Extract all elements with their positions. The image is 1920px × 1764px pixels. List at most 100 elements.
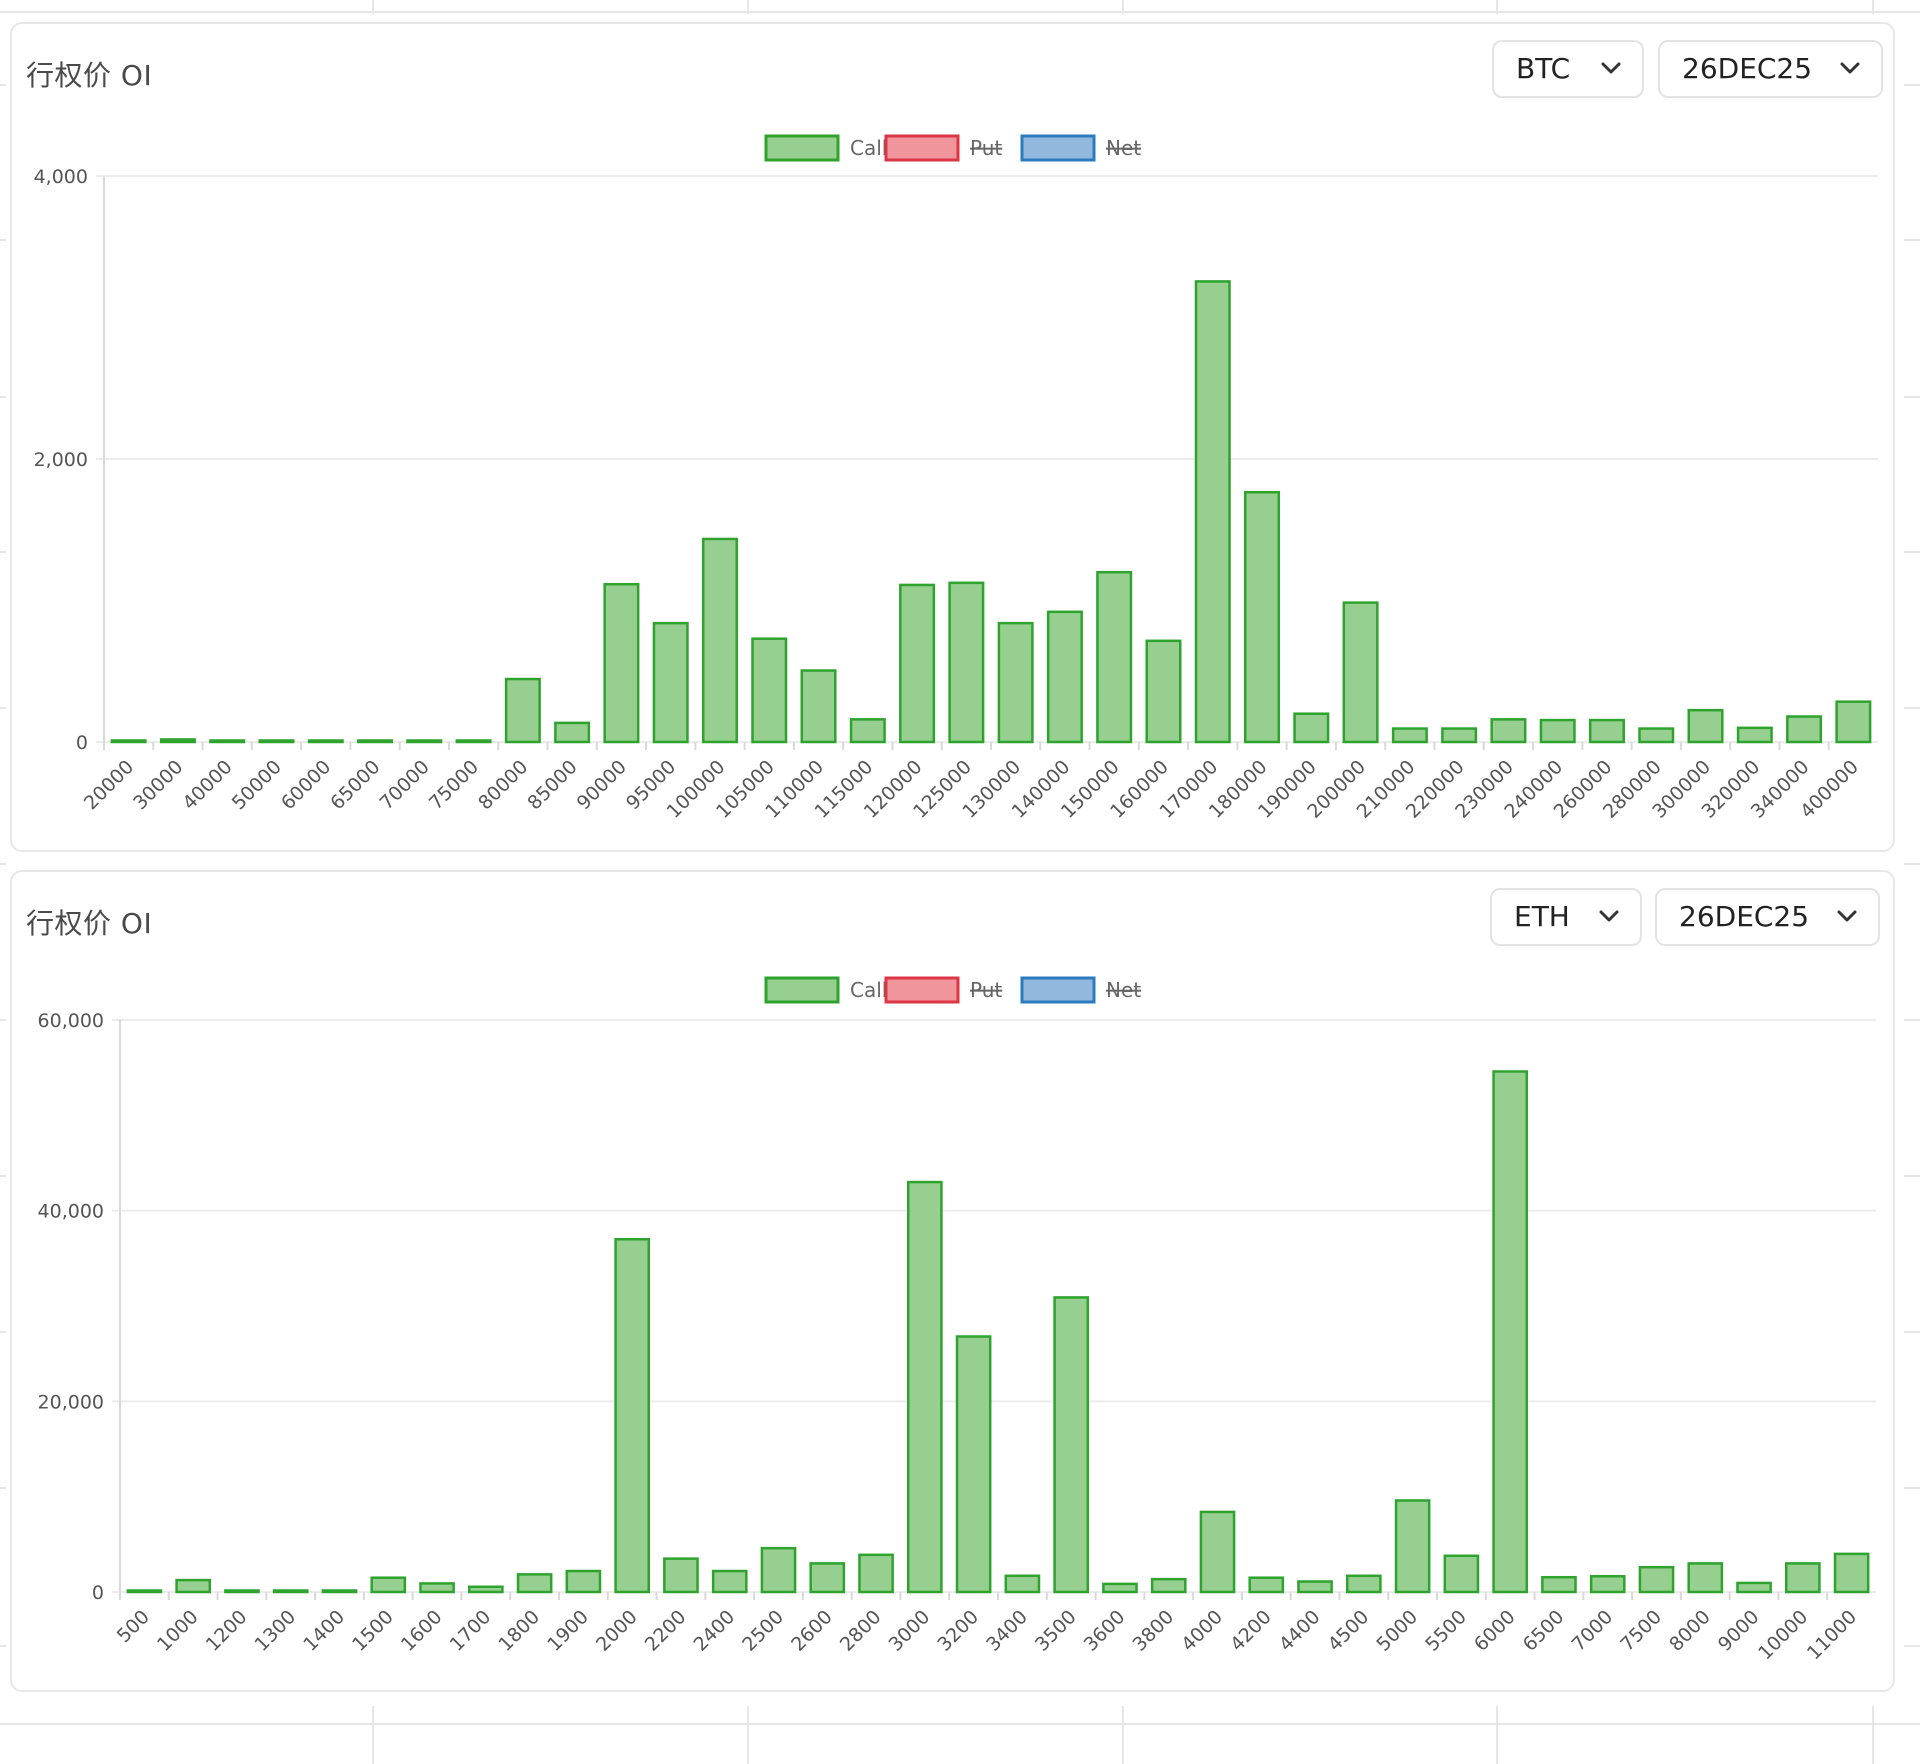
bar-call-90000 [603, 582, 640, 744]
bar-call-100000 [701, 537, 738, 744]
legend-item-put[interactable]: Put [884, 134, 1002, 162]
y-axis: 0 2,000 4,000 [34, 166, 105, 754]
x-tick-label: 2400 [690, 1606, 740, 1656]
x-tick-label: 10000 [1754, 1606, 1812, 1664]
x-axis: 2000030000400005000060000650007000075000… [80, 742, 1863, 823]
x-tick-label: 1900 [543, 1606, 593, 1656]
bar-call-110000 [800, 669, 837, 744]
bar-call-4000 [1199, 1510, 1236, 1594]
bar-call-10000 [1784, 1562, 1821, 1594]
x-tick-label: 85000 [523, 756, 581, 814]
y-gridlines [96, 175, 1878, 743]
bar-call-11000 [1833, 1552, 1870, 1594]
chevron-down-icon [1837, 910, 1857, 922]
bar-call-140000 [1046, 610, 1083, 744]
x-tick-label: 4200 [1226, 1606, 1276, 1656]
eth-strike-oi-panel: 行权价 OI ETH 26DEC25 Call Put Net 0 20,000 40,0… [10, 870, 1895, 1692]
chevron-down-icon [1601, 62, 1621, 74]
bar-call-160000 [1145, 639, 1182, 744]
legend-swatch [884, 976, 960, 1004]
x-tick-label: 1700 [446, 1606, 496, 1656]
y-tick-label: 4,000 [34, 166, 88, 188]
bar-call-125000 [948, 581, 985, 744]
panel-title: 行权价 OI [26, 59, 153, 92]
x-tick-label: 1200 [202, 1606, 252, 1656]
asset-select-value: BTC [1516, 52, 1571, 85]
x-tick-label: 90000 [573, 756, 631, 814]
bar-call-190000 [1293, 712, 1330, 744]
y-tick-label: 2,000 [34, 449, 88, 471]
x-tick-label: 4400 [1275, 1606, 1325, 1656]
bar-call-4400 [1297, 1580, 1333, 1594]
legend-item-put[interactable]: Put [884, 976, 1002, 1004]
bar-call-20000 [110, 739, 147, 744]
x-tick-label: 1800 [494, 1606, 544, 1656]
legend-item-net[interactable]: Net [1020, 134, 1141, 162]
x-tick-label: 1600 [397, 1606, 447, 1656]
legend-swatch [764, 134, 840, 162]
bar-call-1300 [272, 1589, 309, 1594]
bar-call-3600 [1102, 1582, 1138, 1594]
y-axis: 0 20,000 40,000 60,000 [38, 1010, 121, 1604]
asset-select[interactable]: ETH [1490, 888, 1642, 946]
bar-call-2800 [858, 1553, 894, 1594]
legend-item-net[interactable]: Net [1020, 976, 1141, 1004]
bar-call-210000 [1391, 727, 1428, 744]
bar-call-6000 [1492, 1070, 1529, 1594]
bar-call-2500 [760, 1546, 797, 1594]
bar-call-7000 [1589, 1575, 1626, 1594]
bar-call-230000 [1490, 718, 1527, 744]
bar-call-200000 [1342, 601, 1379, 744]
bar-call-1400 [321, 1589, 358, 1594]
y-tick-label: 20,000 [38, 1391, 104, 1413]
bar-call-3200 [955, 1335, 992, 1594]
bar-call-65000 [357, 739, 394, 744]
bar-call-400000 [1835, 700, 1872, 744]
bar-call-3500 [1053, 1296, 1090, 1594]
x-tick-label: 30000 [129, 756, 187, 814]
asset-select[interactable]: BTC [1492, 40, 1644, 98]
chart-legend: Call Put Net [764, 976, 1141, 1004]
bar-call-75000 [455, 739, 492, 744]
bar-call-180000 [1244, 491, 1281, 744]
btc-strike-oi-chart: Call Put Net 0 2,000 4,000 2000030000400005000… [34, 134, 1878, 823]
legend-item-call[interactable]: Call [764, 976, 887, 1004]
x-tick-label: 3500 [1031, 1606, 1081, 1656]
expiry-select[interactable]: 26DEC25 [1655, 888, 1880, 946]
x-tick-label: 20000 [80, 756, 138, 814]
x-tick-label: 50000 [228, 756, 286, 814]
legend-label: Put [970, 978, 1002, 1002]
x-tick-label: 65000 [326, 756, 384, 814]
bar-call-1800 [516, 1573, 553, 1594]
legend-label: Call [850, 136, 887, 160]
bar-call-4500 [1345, 1574, 1382, 1594]
bar-call-9000 [1736, 1581, 1772, 1594]
bar-call-2600 [809, 1562, 846, 1594]
expiry-select-value: 26DEC25 [1679, 900, 1810, 933]
x-axis: 500 1000 1200 1300 1400 1500 1600 1700 1800 1900 2… [113, 1592, 1861, 1664]
x-tick-label: 2500 [738, 1606, 788, 1656]
bar-call-8000 [1687, 1562, 1724, 1594]
x-tick-label: 3600 [1080, 1606, 1130, 1656]
x-tick-label: 6500 [1519, 1606, 1569, 1656]
bar-call-115000 [849, 718, 886, 744]
y-tick-label: 60,000 [38, 1010, 104, 1032]
bar-call-80000 [504, 677, 541, 744]
x-tick-label: 2800 [836, 1606, 886, 1656]
bar-call-120000 [899, 583, 936, 744]
bar-call-1000 [175, 1578, 212, 1594]
bars-call [126, 1070, 1870, 1594]
bar-call-2400 [711, 1569, 748, 1594]
x-tick-label: 4500 [1324, 1606, 1374, 1656]
bar-call-500 [126, 1589, 163, 1594]
bar-call-3000 [906, 1180, 943, 1594]
bar-call-3800 [1150, 1577, 1187, 1594]
legend-item-call[interactable]: Call [764, 134, 887, 162]
bar-call-2200 [663, 1557, 699, 1594]
x-tick-label: 7000 [1568, 1606, 1618, 1656]
expiry-select[interactable]: 26DEC25 [1658, 40, 1883, 98]
x-tick-label: 1000 [153, 1606, 203, 1656]
bar-call-150000 [1096, 570, 1133, 744]
expiry-select-value: 26DEC25 [1682, 52, 1813, 85]
